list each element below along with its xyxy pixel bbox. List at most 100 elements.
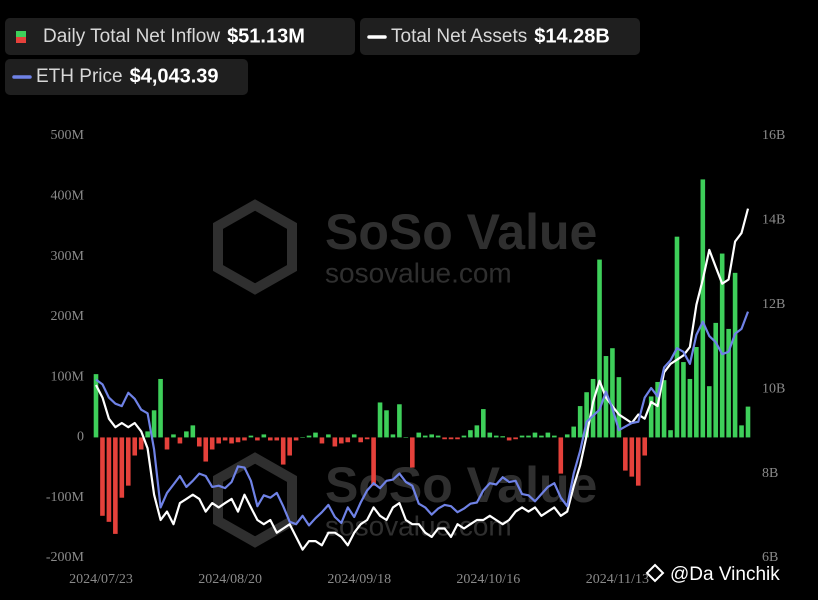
credit-icon	[645, 563, 665, 583]
bar	[184, 431, 189, 438]
bar	[306, 435, 312, 438]
bar	[461, 435, 467, 438]
bar	[151, 410, 157, 438]
bar	[687, 378, 693, 438]
y2-tick-label: 16B	[762, 128, 785, 143]
bar	[216, 437, 221, 444]
bar	[358, 437, 363, 443]
legend-label: ETH Price	[36, 66, 123, 87]
bar	[171, 434, 176, 438]
x-tick-label: 2024/11/13	[586, 572, 649, 587]
bar	[455, 437, 460, 440]
bar	[222, 437, 228, 441]
bar	[145, 431, 150, 438]
bar	[364, 437, 370, 440]
y-tick-label: 0	[77, 430, 84, 445]
bar	[422, 435, 428, 438]
bar	[474, 425, 480, 438]
bar	[345, 437, 351, 443]
bar	[610, 348, 615, 438]
bar	[642, 437, 648, 456]
bar	[519, 435, 525, 438]
bar	[280, 437, 286, 465]
legend-pill	[360, 18, 640, 55]
bar	[93, 374, 99, 438]
bar	[132, 437, 138, 456]
bar	[597, 259, 602, 438]
bar	[571, 426, 577, 438]
bar	[403, 437, 409, 438]
bar	[138, 437, 144, 450]
x-tick-label: 2024/09/18	[327, 572, 391, 587]
bar	[732, 272, 738, 438]
bar	[416, 432, 422, 438]
legend-swatch	[16, 31, 26, 37]
y-tick-label: -200M	[46, 550, 85, 565]
bar	[209, 437, 215, 450]
bar	[577, 406, 583, 438]
bar	[745, 406, 751, 438]
y2-tick-label: 8B	[762, 466, 778, 481]
legend-value: $14.28B	[534, 25, 610, 47]
bar	[267, 437, 273, 441]
bar	[616, 377, 622, 438]
bar	[326, 434, 331, 438]
legend-label: Total Net Assets	[391, 26, 527, 47]
bar	[500, 436, 505, 438]
legend-pill	[5, 18, 355, 55]
bar	[410, 437, 415, 468]
bar	[661, 380, 667, 438]
legend-value: $51.13M	[227, 25, 305, 47]
bar	[106, 437, 112, 522]
bar	[558, 437, 564, 474]
bar	[203, 437, 209, 462]
bar	[552, 435, 557, 438]
bar	[719, 253, 725, 438]
bar	[481, 409, 486, 438]
bar	[706, 386, 712, 438]
bar	[468, 430, 473, 438]
y-tick-label: 200M	[51, 309, 85, 324]
bar	[713, 322, 719, 438]
bar	[487, 432, 493, 438]
watermark-brand: SoSo Value	[325, 457, 597, 513]
bar	[384, 410, 389, 438]
bar	[397, 404, 402, 438]
y-tick-label: 400M	[51, 189, 85, 204]
bar	[539, 435, 544, 438]
bar	[351, 434, 357, 438]
bar	[248, 435, 254, 438]
bar	[274, 437, 280, 441]
x-tick-label: 2024/07/23	[69, 572, 133, 587]
bar	[190, 425, 196, 438]
bar	[235, 437, 241, 443]
bar	[196, 437, 202, 447]
watermark-logo	[213, 452, 297, 548]
bar	[448, 437, 454, 440]
y2-tick-label: 10B	[762, 381, 785, 396]
watermark-logo	[213, 199, 297, 295]
legend-label: Daily Total Net Inflow	[43, 26, 220, 47]
legend-swatch	[16, 37, 26, 43]
bar	[655, 381, 660, 438]
bar	[694, 347, 699, 438]
bar	[371, 437, 376, 486]
bar	[100, 437, 105, 516]
bar	[229, 437, 234, 444]
bar	[319, 437, 325, 444]
bar	[739, 425, 744, 438]
bar	[493, 435, 499, 438]
bar	[177, 437, 183, 444]
watermark-site: sosovalue.com	[325, 257, 512, 288]
y-tick-label: 500M	[51, 128, 85, 143]
bar	[648, 396, 654, 438]
bar	[242, 437, 247, 441]
bar	[429, 434, 434, 438]
legend: Daily Total Net Inflow $51.13M Total Net A…	[12, 25, 610, 87]
bar	[629, 437, 635, 477]
bar	[293, 437, 299, 441]
bar	[164, 437, 170, 450]
bar	[545, 432, 551, 438]
